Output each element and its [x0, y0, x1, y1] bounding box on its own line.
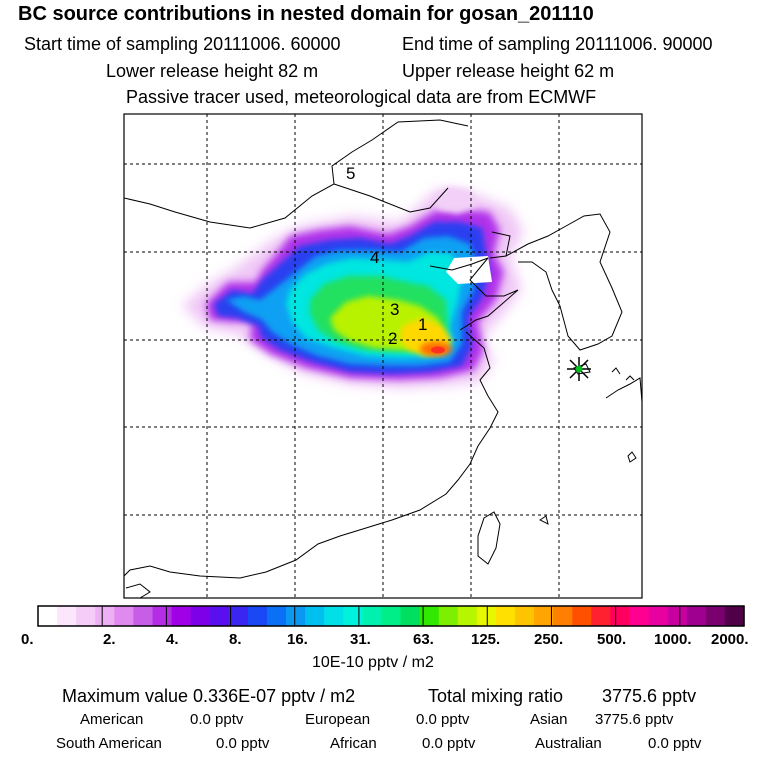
total-mixing-ratio-label: Total mixing ratio: [428, 686, 564, 706]
colorbar-cell: [95, 606, 115, 626]
region-label-4: 4: [370, 248, 379, 267]
colorbar-cell: [515, 606, 535, 626]
region-name-african: African: [330, 735, 377, 752]
colorbar-unit-label: 10E-10 pptv / m2: [312, 654, 434, 671]
region-name-asian: Asian: [530, 711, 568, 728]
colorbar-cell: [133, 606, 154, 626]
region-label-3: 3: [390, 300, 399, 319]
concentration-field: [182, 186, 524, 388]
region-name-south-american: South American: [56, 735, 162, 752]
graticule: [124, 114, 642, 598]
map-frame: [123, 113, 643, 599]
colorbar-cell: [114, 606, 134, 626]
colorbar-tick-label: 2.: [103, 631, 116, 648]
colorbar-tick-label: 125.: [471, 631, 500, 648]
colorbar-cell: [152, 606, 173, 626]
colorbar-cell: [457, 606, 478, 626]
colorbar-frame: [37, 605, 745, 627]
colorbar-cell: [343, 606, 363, 626]
start-time-label: Start time of sampling 20111006. 60000: [24, 34, 341, 54]
colorbar-cell: [495, 606, 516, 626]
colorbar-tick-label: 1000.: [654, 631, 692, 648]
max-value-label: Maximum value 0.336E-07 pptv / m2: [62, 686, 356, 706]
region-label-5: 5: [346, 164, 355, 183]
tracer-note: Passive tracer used, meteorological data…: [126, 87, 597, 107]
colorbar-cell: [324, 606, 344, 626]
colorbar-cell: [553, 606, 573, 626]
colorbar-tick-label: 500.: [597, 631, 626, 648]
colorbar-tick-label: 31.: [350, 631, 371, 648]
region-name-australian: Australian: [535, 735, 602, 752]
region-label-1: 1: [418, 315, 427, 334]
colorbar-tick-label: 250.: [534, 631, 563, 648]
receptor-star-icon: [567, 357, 591, 381]
colorbar-cell: [76, 606, 96, 626]
colorbar-tick-label: 8.: [229, 631, 242, 648]
colorbar-tick-label: 0.: [21, 631, 34, 648]
region-name-european: European: [305, 711, 371, 728]
colorbar-cell: [381, 606, 402, 626]
colorbar-cell: [724, 606, 745, 626]
colorbar-cell: [572, 606, 592, 626]
colorbar-cell: [705, 606, 726, 626]
lower-release-height-label: Lower release height 82 m: [106, 61, 319, 81]
colorbar-cell: [190, 606, 211, 626]
region-value-south-american: 0.0 pptv: [216, 735, 270, 752]
colorbar-cell: [438, 606, 459, 626]
region-value-african: 0.0 pptv: [422, 735, 476, 752]
region-value-asian: 3775.6 pptv: [595, 711, 674, 728]
colorbar-tick-label: 4.: [166, 631, 179, 648]
colorbar-cell: [362, 606, 383, 626]
colorbar-cell: [400, 606, 421, 626]
plot-title: BC source contributions in nested domain…: [18, 3, 594, 25]
colorbar-tick-label: 2000.: [711, 631, 749, 648]
colorbar-cell: [648, 606, 669, 626]
colorbar-cell: [305, 606, 325, 626]
region-value-american: 0.0 pptv: [190, 711, 244, 728]
end-time-label: End time of sampling 20111006. 90000: [402, 34, 713, 54]
colorbar-cell: [686, 606, 707, 626]
colorbar-cell: [266, 606, 287, 626]
colorbar-cell: [38, 606, 58, 626]
colorbar-cell: [534, 606, 554, 626]
region-value-australian: 0.0 pptv: [648, 735, 702, 752]
colorbar-cell: [476, 606, 497, 626]
total-mixing-ratio-value: 3775.6 pptv: [602, 686, 697, 706]
colorbar-cell: [228, 606, 249, 626]
colorbar-cell: [591, 606, 612, 626]
colorbar-cell: [610, 606, 631, 626]
upper-release-height-label: Upper release height 62 m: [402, 61, 615, 81]
colorbar-cell: [57, 606, 77, 626]
colorbar-cell: [209, 606, 230, 626]
colorbar-cell: [286, 606, 306, 626]
colorbar-tick-label: 63.: [413, 631, 434, 648]
colorbar-cell: [667, 606, 688, 626]
colorbar-cell: [171, 606, 192, 626]
colorbar-tick-label: 16.: [287, 631, 308, 648]
colorbar-cell: [247, 606, 268, 626]
region-label-2: 2: [388, 329, 397, 348]
colorbar-cell: [419, 606, 440, 626]
region-name-american: American: [80, 711, 144, 728]
colorbar-cell: [629, 606, 650, 626]
region-value-european: 0.0 pptv: [416, 711, 470, 728]
